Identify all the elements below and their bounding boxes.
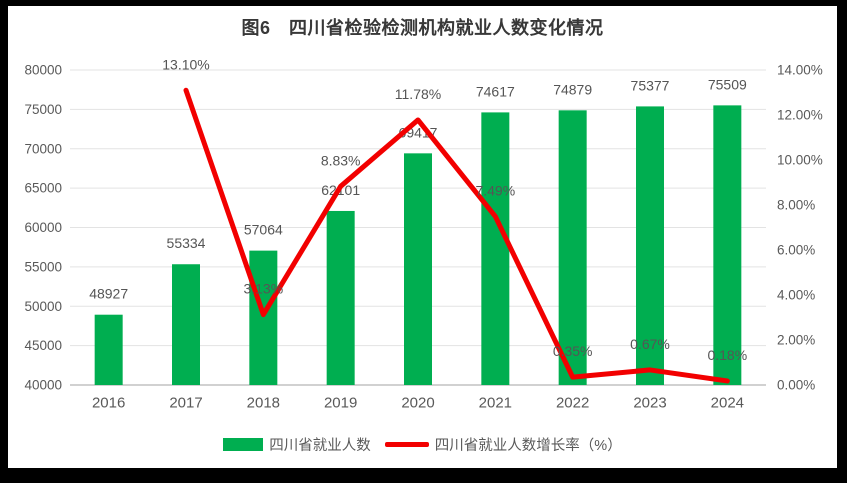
right-axis-tick: 0.00%	[777, 378, 815, 393]
bar-label-2024: 75509	[708, 76, 747, 92]
line-label-2022: 0.35%	[553, 343, 593, 359]
left-axis-tick: 45000	[24, 338, 62, 353]
right-axis-tick: 10.00%	[777, 153, 823, 168]
left-axis-tick: 70000	[24, 141, 62, 156]
left-axis-tick: 40000	[24, 378, 62, 393]
x-axis-tick-2022: 2022	[556, 395, 589, 412]
bar-label-2016: 48927	[89, 286, 128, 302]
right-axis-tick: 6.00%	[777, 243, 815, 258]
bar-label-2018: 57064	[244, 222, 283, 238]
growth-rate-line	[183, 87, 730, 384]
bar-2023	[636, 106, 664, 385]
left-axis-tick: 65000	[24, 181, 62, 196]
legend-bar-swatch-icon	[223, 437, 264, 451]
bar-label-2021: 74617	[476, 83, 515, 99]
x-axis-tick-2018: 2018	[247, 395, 280, 412]
x-axis-tick-2019: 2019	[324, 395, 357, 412]
bar-2024	[713, 105, 742, 385]
line-label-2019: 8.83%	[321, 152, 361, 168]
left-axis-tick: 60000	[24, 220, 62, 235]
x-axis-tick-2016: 2016	[92, 395, 125, 412]
left-axis-tick: 75000	[24, 102, 62, 117]
chart-title: 图6 四川省检验检测机构就业人数变化情况	[241, 18, 604, 38]
bar-label-2023: 75377	[631, 77, 670, 93]
bar-2019	[326, 210, 355, 385]
bar-2017	[172, 264, 200, 385]
left-axis-tick: 55000	[24, 259, 62, 274]
left-axis-tick: 50000	[24, 299, 62, 314]
legend-label-employment: 四川省就业人数	[269, 437, 371, 454]
bar-2018	[249, 250, 278, 385]
right-axis-tick: 14.00%	[777, 63, 823, 78]
chart-area: 图6 四川省检验检测机构就业人数变化情况 40000 45000 50000 5500…	[8, 6, 837, 468]
bar-2022	[558, 110, 587, 385]
right-axis-tick: 12.00%	[777, 108, 823, 123]
bar-label-2022: 74879	[553, 81, 592, 97]
bar-2016	[94, 314, 123, 385]
line-label-2021: 7.49%	[475, 182, 515, 198]
line-label-2024: 0.18%	[707, 347, 747, 363]
line-label-2018: 3.13%	[243, 281, 283, 297]
plot-area: 40000 45000 50000 55000 60000 65000 70000 75000…	[24, 56, 823, 412]
x-axis-tick-2017: 2017	[169, 395, 202, 412]
bar-2021	[481, 112, 510, 386]
line-label-2017: 13.10%	[162, 56, 209, 72]
x-axis-tick-2024: 2024	[711, 395, 744, 412]
bar-2020	[404, 153, 432, 385]
legend: 四川省就业人数 四川省就业人数增长率（%）	[8, 433, 837, 455]
right-axis-tick: 2.00%	[777, 333, 815, 348]
x-axis-tick-2023: 2023	[633, 395, 666, 412]
bar-label-2017: 55334	[167, 235, 206, 251]
right-axis-tick: 4.00%	[777, 288, 815, 303]
left-axis-tick: 80000	[24, 63, 62, 78]
line-label-2020: 11.78%	[395, 86, 441, 102]
line-label-2023: 0.67%	[630, 336, 670, 352]
legend-line-swatch-icon	[384, 441, 429, 447]
x-axis-tick-2021: 2021	[479, 395, 512, 412]
x-axis-tick-2020: 2020	[401, 395, 434, 412]
legend-label-growth-rate: 四川省就业人数增长率（%）	[434, 437, 622, 454]
right-axis-tick: 8.00%	[777, 198, 815, 213]
